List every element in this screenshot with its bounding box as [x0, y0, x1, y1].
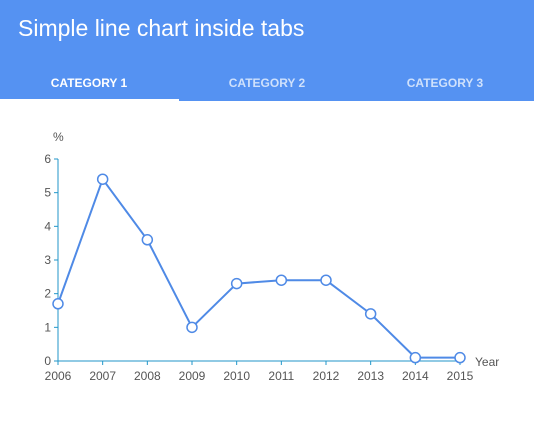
- y-tick-label: 4: [44, 219, 51, 233]
- x-tick-label: 2015: [447, 369, 474, 383]
- data-point: [52, 298, 64, 310]
- tab-category-3[interactable]: CATEGORY 3: [406, 76, 484, 90]
- x-axis-label: Year: [475, 355, 499, 369]
- y-axis-label: %: [53, 130, 64, 144]
- x-tick-label: 2012: [313, 369, 340, 383]
- series-line: [57, 178, 460, 359]
- x-tick-label: 2006: [45, 369, 72, 383]
- x-tick-label: 2014: [402, 369, 429, 383]
- y-tick-label: 5: [44, 186, 51, 200]
- line-chart: 0 1 2 3 4 5 6 2006 2007 2008 2009 2010 2011 2012 2013 2…: [44, 130, 499, 383]
- app-header: Simple line chart inside tabs CATEGORY 1…: [0, 0, 534, 102]
- data-point: [409, 351, 422, 364]
- x-tick-label: 2007: [89, 369, 116, 383]
- data-point: [320, 274, 332, 286]
- y-tick-label: 0: [44, 354, 51, 368]
- data-point: [186, 321, 198, 334]
- x-tick-label: 2009: [179, 369, 206, 383]
- tab-category-2[interactable]: CATEGORY 2: [228, 76, 306, 90]
- y-tick-label: 3: [44, 253, 51, 267]
- page-title: Simple line chart inside tabs: [18, 15, 305, 41]
- data-point: [364, 308, 377, 320]
- x-tick-label: 2013: [357, 369, 384, 383]
- tab-category-1[interactable]: CATEGORY 1: [50, 76, 128, 90]
- data-point: [230, 277, 243, 290]
- data-point: [454, 351, 466, 364]
- y-tick-label: 2: [44, 287, 51, 301]
- data-point: [275, 274, 288, 286]
- data-point: [96, 173, 109, 185]
- x-tick-label: 2008: [134, 369, 161, 383]
- data-point: [141, 234, 154, 246]
- active-tab-indicator: [0, 99, 179, 102]
- x-tick-label: 2010: [223, 369, 250, 383]
- y-tick-label: 1: [44, 320, 51, 334]
- x-tick-label: 2011: [268, 369, 294, 383]
- y-tick-label: 6: [44, 152, 51, 166]
